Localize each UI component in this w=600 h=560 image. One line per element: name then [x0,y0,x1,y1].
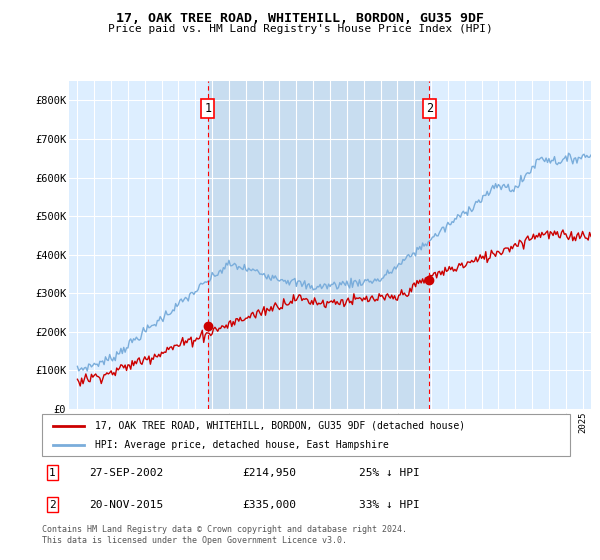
Text: HPI: Average price, detached house, East Hampshire: HPI: Average price, detached house, East… [95,440,389,450]
Text: 2: 2 [426,102,433,115]
Text: 1: 1 [204,102,211,115]
Text: 27-SEP-2002: 27-SEP-2002 [89,468,164,478]
Text: 25% ↓ HPI: 25% ↓ HPI [359,468,419,478]
Text: 17, OAK TREE ROAD, WHITEHILL, BORDON, GU35 9DF (detached house): 17, OAK TREE ROAD, WHITEHILL, BORDON, GU… [95,421,465,431]
Text: 33% ↓ HPI: 33% ↓ HPI [359,500,419,510]
Text: Contains HM Land Registry data © Crown copyright and database right 2024.
This d: Contains HM Land Registry data © Crown c… [42,525,407,545]
Text: £335,000: £335,000 [242,500,296,510]
Text: 2: 2 [49,500,56,510]
FancyBboxPatch shape [42,414,570,456]
Text: 17, OAK TREE ROAD, WHITEHILL, BORDON, GU35 9DF: 17, OAK TREE ROAD, WHITEHILL, BORDON, GU… [116,12,484,25]
Text: 20-NOV-2015: 20-NOV-2015 [89,500,164,510]
Bar [208,81,430,409]
Text: 1: 1 [49,468,56,478]
Text: £214,950: £214,950 [242,468,296,478]
Text: Price paid vs. HM Land Registry's House Price Index (HPI): Price paid vs. HM Land Registry's House … [107,24,493,34]
